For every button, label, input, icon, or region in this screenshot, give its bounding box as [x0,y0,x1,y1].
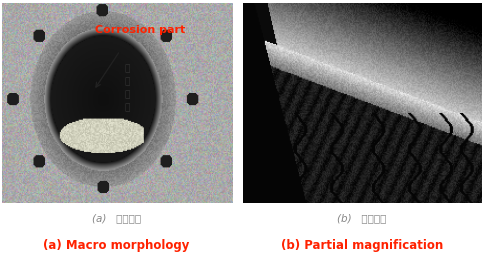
Text: 部: 部 [125,90,130,99]
Text: (b) Partial magnification: (b) Partial magnification [281,239,443,252]
Text: (a) Macro morphology: (a) Macro morphology [43,239,190,252]
Text: 位: 位 [125,103,130,112]
Text: 蚀: 蚀 [125,77,130,86]
Text: (b)   局部放大: (b) 局部放大 [337,213,387,223]
Text: (a)   宏观形貌: (a) 宏观形貌 [92,213,141,223]
Text: Corrosion part: Corrosion part [95,25,185,35]
Text: 腐: 腐 [125,64,130,73]
